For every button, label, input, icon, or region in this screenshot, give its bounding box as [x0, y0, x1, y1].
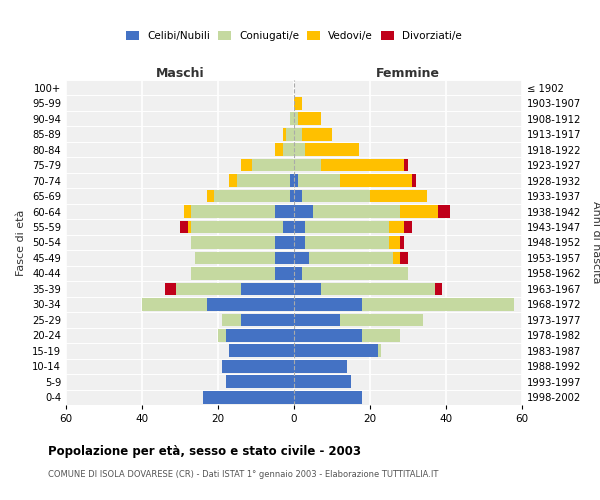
Bar	[206, 190, 214, 202]
Bar	[275, 144, 283, 156]
Bar	[400, 205, 439, 218]
Bar	[400, 252, 408, 264]
Bar	[294, 97, 302, 110]
Bar	[241, 282, 294, 296]
Bar	[412, 174, 416, 187]
Y-axis label: Anni di nascita: Anni di nascita	[591, 201, 600, 284]
Bar	[218, 329, 226, 342]
Bar	[320, 282, 434, 296]
Bar	[191, 220, 283, 234]
Bar	[283, 144, 294, 156]
Bar	[362, 298, 514, 310]
Bar	[305, 144, 359, 156]
Bar	[294, 298, 362, 310]
Bar	[294, 329, 362, 342]
Bar	[184, 205, 191, 218]
Bar	[389, 236, 400, 249]
Bar	[252, 159, 294, 172]
Bar	[320, 159, 404, 172]
Bar	[290, 174, 294, 187]
Bar	[294, 376, 351, 388]
Bar	[191, 267, 275, 280]
Bar	[283, 128, 286, 140]
Bar	[294, 314, 340, 326]
Legend: Celibi/Nubili, Coniugati/e, Vedovi/e, Divorziati/e: Celibi/Nubili, Coniugati/e, Vedovi/e, Di…	[122, 26, 466, 45]
Bar	[165, 282, 176, 296]
Bar	[298, 112, 320, 125]
Bar	[340, 174, 412, 187]
Bar	[294, 344, 377, 357]
Bar	[298, 174, 340, 187]
Bar	[180, 220, 188, 234]
Bar	[294, 282, 320, 296]
Bar	[241, 314, 294, 326]
Bar	[305, 236, 389, 249]
Bar	[195, 252, 275, 264]
Bar	[203, 391, 294, 404]
Bar	[290, 190, 294, 202]
Bar	[283, 220, 294, 234]
Bar	[404, 159, 408, 172]
Bar	[229, 344, 294, 357]
Bar	[222, 360, 294, 372]
Bar	[305, 220, 389, 234]
Bar	[340, 314, 423, 326]
Bar	[286, 128, 294, 140]
Bar	[302, 190, 370, 202]
Bar	[191, 205, 275, 218]
Bar	[176, 282, 241, 296]
Bar	[294, 112, 298, 125]
Bar	[188, 220, 191, 234]
Bar	[226, 376, 294, 388]
Bar	[206, 298, 294, 310]
Bar	[226, 329, 294, 342]
Bar	[439, 205, 450, 218]
Bar	[237, 174, 290, 187]
Text: Femmine: Femmine	[376, 67, 440, 80]
Bar	[309, 252, 393, 264]
Bar	[302, 267, 408, 280]
Bar	[290, 112, 294, 125]
Bar	[275, 267, 294, 280]
Bar	[294, 190, 302, 202]
Bar	[294, 159, 320, 172]
Bar	[377, 344, 382, 357]
Bar	[294, 236, 305, 249]
Bar	[294, 360, 347, 372]
Bar	[275, 205, 294, 218]
Bar	[370, 190, 427, 202]
Text: Popolazione per età, sesso e stato civile - 2003: Popolazione per età, sesso e stato civil…	[48, 445, 361, 458]
Bar	[400, 236, 404, 249]
Bar	[404, 220, 412, 234]
Bar	[241, 159, 252, 172]
Bar	[294, 128, 302, 140]
Bar	[294, 174, 298, 187]
Bar	[294, 144, 305, 156]
Bar	[294, 220, 305, 234]
Bar	[191, 236, 275, 249]
Y-axis label: Fasce di età: Fasce di età	[16, 210, 26, 276]
Bar	[214, 190, 290, 202]
Bar	[294, 391, 362, 404]
Bar	[313, 205, 400, 218]
Bar	[294, 252, 309, 264]
Bar	[275, 252, 294, 264]
Bar	[362, 329, 400, 342]
Bar	[275, 236, 294, 249]
Bar	[222, 314, 241, 326]
Bar	[393, 252, 400, 264]
Bar	[434, 282, 442, 296]
Bar	[302, 128, 332, 140]
Bar	[294, 205, 313, 218]
Bar	[389, 220, 404, 234]
Text: Maschi: Maschi	[155, 67, 205, 80]
Bar	[294, 267, 302, 280]
Bar	[142, 298, 206, 310]
Text: COMUNE DI ISOLA DOVARESE (CR) - Dati ISTAT 1° gennaio 2003 - Elaborazione TUTTIT: COMUNE DI ISOLA DOVARESE (CR) - Dati IST…	[48, 470, 439, 479]
Bar	[229, 174, 237, 187]
